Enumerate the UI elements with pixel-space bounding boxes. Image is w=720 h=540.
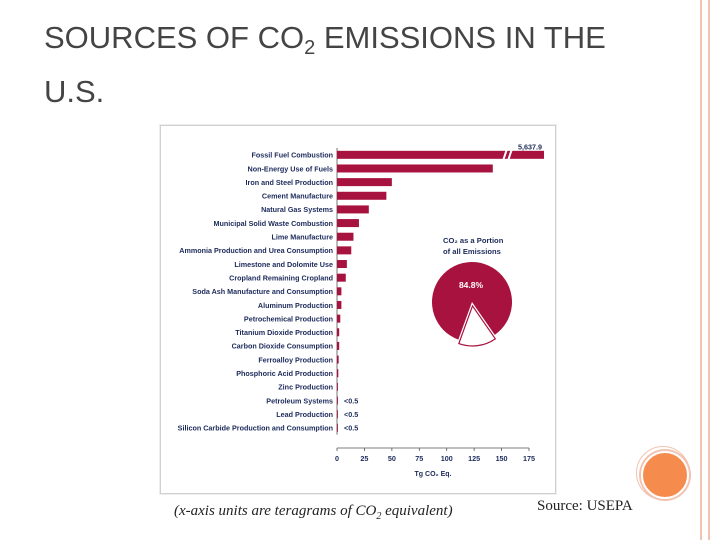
category-label: Fossil Fuel Combustion	[252, 151, 333, 160]
emissions-bar-chart: Fossil Fuel Combustion 5,637.9 Non-Energy …	[178, 142, 544, 478]
frame-line-right	[708, 0, 710, 540]
bar-18	[337, 382, 338, 391]
caption-subscript: 2	[376, 511, 382, 522]
category-label: Lime Manufacture	[271, 233, 333, 242]
bar-19	[337, 396, 338, 405]
bar-20	[337, 410, 338, 419]
category-label: Ammonia Production and Urea Consumption	[179, 246, 333, 255]
bar-1	[337, 150, 544, 159]
category-label: Natural Gas Systems	[261, 205, 333, 214]
bar-5	[337, 205, 369, 214]
category-label: Lead Production	[276, 410, 333, 419]
bar-13	[337, 314, 341, 323]
category-label: Zinc Production	[278, 383, 333, 392]
category-label: Municipal Solid Waste Combustion	[213, 219, 333, 228]
category-label: Silicon Carbide Production and Consumpti…	[178, 424, 333, 433]
category-label: Petrochemical Production	[244, 314, 333, 323]
category-label: Phosphoric Acid Production	[236, 369, 333, 378]
category-label: Petroleum Systems	[266, 396, 333, 405]
category-label: Carbon Dioxide Consumption	[232, 342, 333, 351]
axis-break-mark-1	[502, 148, 508, 162]
bar-16	[337, 355, 339, 364]
value-label: <0.5	[344, 424, 358, 433]
title-part2: EMISSIONS IN THE U.S.	[44, 20, 606, 109]
chart-image: Fossil Fuel Combustion 5,637.9 Non-Energy …	[160, 125, 556, 494]
bar-8	[337, 246, 352, 255]
caption-part2: equivalent)	[381, 503, 453, 519]
pie-title-line2: of all Emissions	[443, 247, 501, 256]
decorative-ring	[636, 446, 690, 500]
x-tick-label: 50	[388, 454, 396, 463]
pie-slice-co2	[431, 262, 512, 340]
title-part1: SOURCES OF CO	[44, 20, 305, 55]
value-label: 5,637.9	[518, 142, 542, 151]
category-label: Cement Manufacture	[262, 192, 333, 201]
category-label: Limestone and Dolomite Use	[234, 260, 333, 269]
category-label: Iron and Steel Production	[246, 178, 333, 187]
caption-part1: (x-axis units are teragrams of CO	[174, 503, 377, 519]
pie-title-line1: CO₂ as a Portion	[443, 236, 504, 245]
x-tick-label: 100	[441, 454, 453, 463]
pie-value-label: 84.8%	[459, 280, 484, 290]
category-label: Non-Energy Use of Fuels	[248, 164, 333, 173]
bar-17	[337, 369, 339, 378]
x-tick-label: 125	[468, 454, 480, 463]
category-label: Ferroalloy Production	[258, 355, 333, 364]
bar-21	[337, 423, 338, 432]
bar-6	[337, 219, 359, 228]
bar-10	[337, 273, 346, 282]
bar-7	[337, 232, 354, 241]
x-tick-label: 175	[523, 454, 535, 463]
bar-14	[337, 328, 340, 337]
category-label: Soda Ash Manufacture and Consumption	[192, 287, 333, 296]
title-subscript: 2	[304, 37, 316, 59]
x-axis-title: Tg CO₂ Eq.	[415, 471, 452, 478]
frame-line-left	[700, 0, 702, 540]
axis-break-mark-2	[507, 148, 513, 162]
bar-15	[337, 341, 340, 350]
source-note: Source: USEPA	[537, 498, 633, 514]
bar-2	[337, 164, 493, 173]
x-tick-label: 75	[415, 454, 423, 463]
category-label: Titanium Dioxide Production	[235, 328, 333, 337]
x-tick-label: 150	[496, 454, 508, 463]
pie-slice-other	[458, 304, 497, 347]
bar-11	[337, 287, 342, 296]
page-title: SOURCES OF CO2 EMISSIONS IN THE U.S.	[44, 16, 644, 114]
category-label: Cropland Remaining Cropland	[229, 273, 333, 282]
bar-4	[337, 191, 387, 200]
bar-3	[337, 178, 392, 187]
chart-caption: (x-axis units are teragrams of CO2 equiv…	[174, 503, 453, 522]
decorative-circle	[641, 451, 689, 499]
category-label: Aluminum Production	[258, 301, 333, 310]
value-label: <0.5	[344, 396, 358, 405]
bar-12	[337, 300, 342, 309]
x-tick-label: 0	[335, 454, 339, 463]
x-tick-label: 25	[360, 454, 368, 463]
value-label: <0.5	[344, 410, 358, 419]
bar-9	[337, 260, 347, 269]
